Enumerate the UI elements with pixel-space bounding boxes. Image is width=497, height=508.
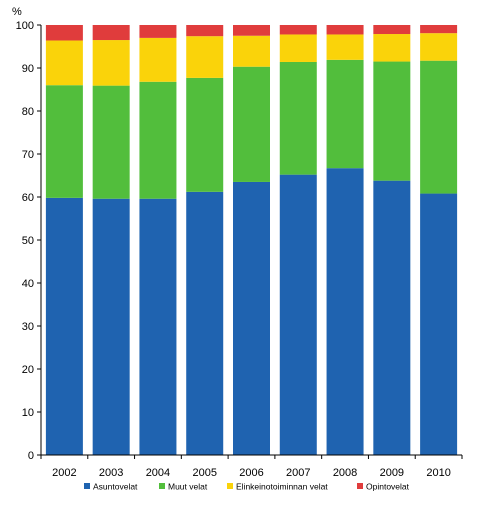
bar-2009-muut-velat [373,61,411,181]
legend-swatch [357,483,363,489]
y-tick-label: 0 [28,450,34,462]
x-tick-label: 2010 [426,467,450,479]
y-tick-label: 70 [22,149,34,161]
y-tick-label: 60 [22,192,34,204]
legend-label: Elinkeinotoiminnan velat [236,482,328,492]
bar-2005-elinkeinotoiminnan-velat [186,36,224,78]
bar-2003-muut-velat [92,85,130,199]
legend-label: Muut velat [168,482,208,492]
bar-2002-elinkeinotoiminnan-velat [45,40,83,86]
y-tick-label: 10 [22,407,34,419]
bar-2009-asuntovelat [373,180,411,455]
bar-2006-muut-velat [233,66,270,182]
bar-2002-muut-velat [45,85,83,198]
y-tick-label: 100 [16,20,34,32]
x-tick-label: 2004 [146,467,170,479]
y-tick-label: 30 [22,321,34,333]
x-tick-label: 2002 [52,467,76,479]
bar-2010-elinkeinotoiminnan-velat [420,33,458,61]
bar-2007-elinkeinotoiminnan-velat [279,34,317,62]
bar-2007-asuntovelat [279,174,317,455]
legend: Asuntovelat Muut velat Elinkeinotoiminnan … [84,482,410,492]
bar-2004-muut-velat [139,81,177,199]
bar-2002-asuntovelat [45,197,83,456]
bar-2010-opintovelat [420,25,458,34]
bar-2004-asuntovelat [139,198,177,455]
x-tick-label: 2005 [192,467,216,479]
legend-label: Opintovelat [366,482,410,492]
legend-swatch [159,483,165,489]
y-tick-label: 20 [22,364,34,376]
y-tick-label: 90 [22,63,34,75]
bar-2004-opintovelat [139,25,177,38]
y-tick-label: 80 [22,106,34,118]
bar-2008-asuntovelat [326,168,364,455]
legend-label: Asuntovelat [93,482,138,492]
bar-2008-opintovelat [326,25,364,35]
y-axis-unit: % [12,6,22,18]
axes [40,25,462,456]
bar-2003-elinkeinotoiminnan-velat [92,40,130,86]
bar-2008-muut-velat [326,59,364,169]
bar-2010-asuntovelat [420,193,458,455]
y-tick-label: 40 [22,278,34,290]
bar-2004-elinkeinotoiminnan-velat [139,37,177,82]
bars [45,25,458,456]
bar-2005-muut-velat [186,77,224,192]
bar-2008-elinkeinotoiminnan-velat [326,34,364,60]
bar-2006-opintovelat [233,25,270,36]
x-tick-label: 2009 [380,467,404,479]
bar-2006-asuntovelat [233,181,270,455]
bar-2007-opintovelat [279,25,317,35]
x-tick-label: 2008 [333,467,357,479]
bar-2005-opintovelat [186,25,224,37]
bar-2009-opintovelat [373,25,411,35]
x-axis-ticks: 2002 2003 2004 2005 2006 2007 2008 2009 2010 [40,455,463,479]
legend-swatch [84,483,90,489]
bar-2010-muut-velat [420,60,458,194]
bar-2002-opintovelat [45,25,83,41]
legend-swatch [227,483,233,489]
bar-2003-opintovelat [92,25,130,41]
y-axis-ticks: 0 10 20 30 40 50 60 70 80 90 100 [16,20,41,462]
bar-2003-asuntovelat [92,198,130,455]
y-tick-label: 50 [22,235,34,247]
bar-2007-muut-velat [279,61,317,175]
x-tick-label: 2006 [239,467,263,479]
x-tick-label: 2003 [99,467,123,479]
bar-2009-elinkeinotoiminnan-velat [373,34,411,62]
bar-2005-asuntovelat [186,191,224,455]
x-tick-label: 2007 [286,467,310,479]
bar-2006-elinkeinotoiminnan-velat [233,35,270,67]
